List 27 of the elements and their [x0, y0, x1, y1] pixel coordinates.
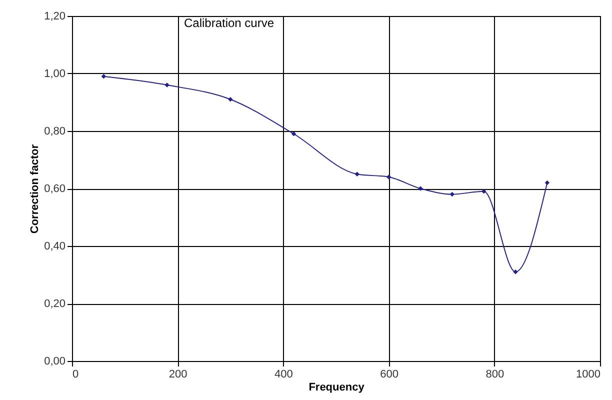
point	[354, 172, 360, 176]
x-axis-title: Frequency	[308, 382, 366, 394]
point	[418, 186, 423, 191]
point	[164, 82, 170, 88]
x-tick-label: 1000	[576, 368, 600, 380]
point	[513, 270, 518, 274]
point	[228, 97, 233, 102]
chart-title: Calibration curve	[184, 16, 274, 30]
y-tick-label: 1,00	[44, 68, 66, 80]
point	[481, 189, 486, 194]
y-tick-label: 0,20	[44, 298, 66, 310]
point	[291, 132, 296, 136]
y-tick-label: 0,40	[44, 240, 66, 252]
y-axis-title: Correction factor	[29, 144, 42, 234]
y-tick-label: 0,60	[44, 183, 66, 195]
y-tick-label: 0,80	[44, 126, 66, 138]
x-tick-label: 400	[274, 368, 293, 380]
point	[101, 74, 106, 79]
x-tick-label: 800	[486, 368, 504, 380]
x-tick-label: 0	[72, 368, 79, 380]
x-tick-label: 200	[168, 368, 188, 380]
y-tick-label: 1,20	[44, 10, 66, 22]
x-tick-label: 600	[380, 368, 398, 380]
point	[450, 192, 455, 197]
y-tick-label: 0,00	[44, 356, 66, 368]
point	[386, 174, 392, 180]
point	[544, 180, 550, 186]
